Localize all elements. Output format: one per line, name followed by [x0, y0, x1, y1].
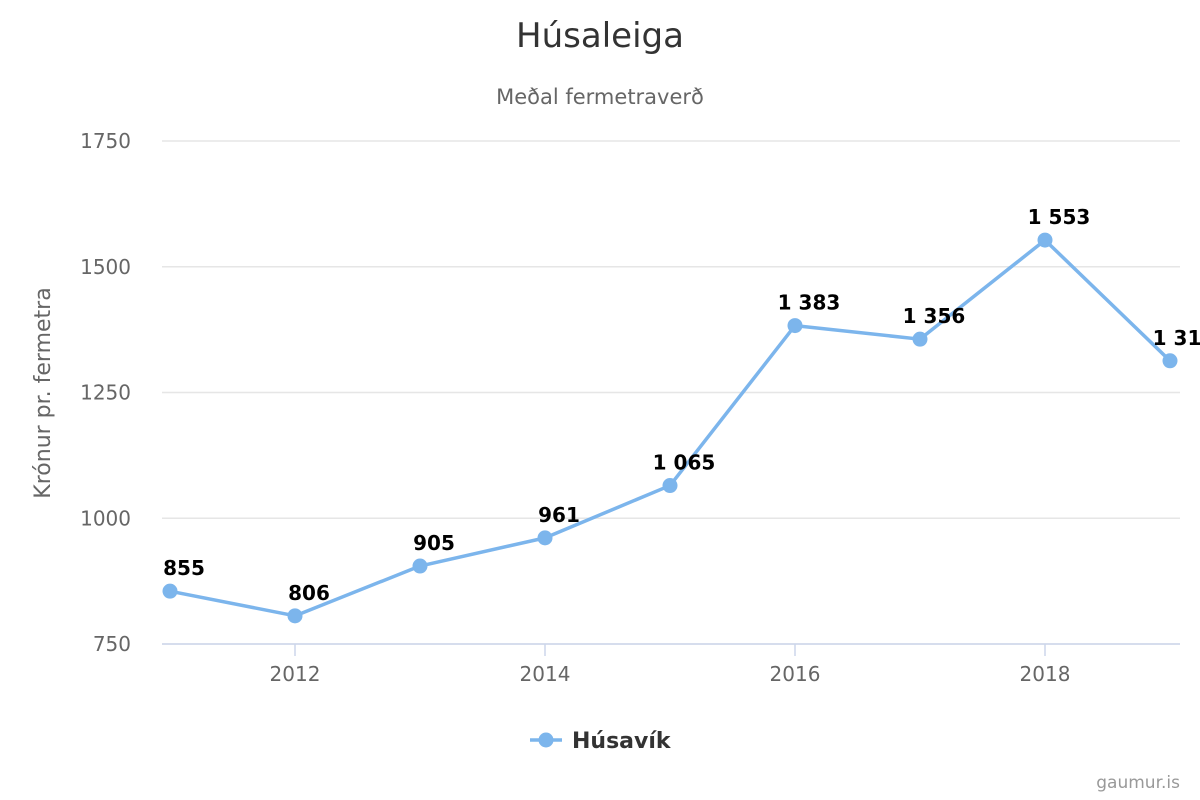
data-label: 905	[413, 531, 455, 555]
y-tick-label: 1250	[80, 381, 131, 405]
data-label: 1 383	[778, 291, 841, 315]
credit-text[interactable]: gaumur.is	[1096, 773, 1180, 793]
x-axis-ticks: 2012 2014 2016 2018	[162, 643, 1180, 686]
data-point[interactable]	[662, 478, 678, 494]
y-tick-label: 1750	[80, 129, 131, 153]
data-labels: 855 806 905 961 1 065 1 383 1 356 1 553 1 313	[163, 205, 1200, 605]
chart-subtitle: Meðal fermetraverð	[496, 85, 704, 109]
x-tick-label: 2012	[270, 662, 321, 686]
data-point[interactable]	[412, 558, 428, 574]
data-label: 1 356	[903, 304, 966, 328]
y-tick-label: 750	[93, 632, 131, 656]
data-point[interactable]	[1162, 353, 1178, 369]
data-point[interactable]	[537, 530, 553, 546]
series-line	[168, 238, 1172, 618]
x-tick-label: 2014	[520, 662, 571, 686]
y-axis-title: Krónur pr. fermetra	[31, 287, 56, 498]
data-label: 1 065	[653, 451, 716, 475]
data-label: 806	[288, 581, 330, 605]
legend-marker[interactable]	[538, 732, 554, 748]
series-husavik	[162, 232, 1178, 624]
y-tick-label: 1000	[80, 506, 131, 530]
y-tick-label: 1500	[80, 255, 131, 279]
x-tick-label: 2018	[1020, 662, 1071, 686]
chart-title: Húsaleiga	[516, 16, 684, 56]
data-point[interactable]	[912, 331, 928, 347]
data-label: 1 553	[1028, 205, 1091, 229]
data-label: 855	[163, 556, 205, 580]
data-point[interactable]	[287, 608, 303, 624]
data-point[interactable]	[1037, 232, 1053, 248]
legend-label[interactable]: Húsavík	[572, 729, 672, 754]
y-axis-ticks: 750 1000 1250 1500 1750	[80, 129, 131, 656]
legend[interactable]: Húsavík	[530, 729, 672, 754]
data-point[interactable]	[787, 318, 803, 334]
data-point[interactable]	[162, 583, 178, 599]
x-tick-label: 2016	[770, 662, 821, 686]
data-label: 961	[538, 503, 580, 527]
data-label: 1 313	[1153, 326, 1200, 350]
